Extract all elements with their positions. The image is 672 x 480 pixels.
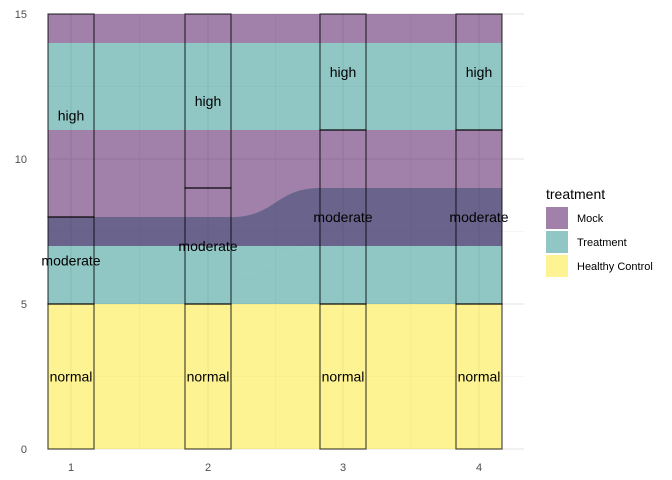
flow-segment-mock (456, 130, 502, 188)
flow-segment-mock (456, 14, 502, 43)
flow-segment-mock (185, 130, 231, 217)
flow-segment-treatment (185, 43, 231, 130)
stratum-label-moderate: moderate (41, 253, 100, 269)
flow-segment-mock (48, 130, 94, 217)
flow-segment-mock (320, 130, 366, 188)
flow-ribbon-healthy-control (94, 304, 185, 449)
axes: 0 5 10 15 1 2 3 4 (15, 9, 482, 474)
flow-ribbon-treatment (366, 43, 456, 130)
flow-ribbon-mock (231, 188, 320, 246)
legend-title: treatment (546, 186, 605, 202)
stratum-label-high: high (330, 64, 356, 80)
flow-segment-mock (320, 188, 366, 246)
y-tick-label: 15 (15, 9, 27, 21)
flow-segment-mock (48, 14, 94, 43)
flow-ribbon-treatment (231, 43, 320, 130)
stratum-box-high (455, 13, 503, 131)
legend-key-treatment (546, 231, 568, 253)
flow-ribbon-mock (366, 130, 456, 188)
flow-ribbon-treatment (366, 246, 456, 304)
flow-segment-treatment (48, 275, 94, 304)
flow-segment-healthy-control (320, 304, 366, 449)
stratum-label-normal: normal (458, 369, 501, 385)
stratum-label-normal: normal (322, 369, 365, 385)
stratum-label-normal: normal (187, 369, 230, 385)
flow-ribbon-treatment (94, 275, 185, 304)
stratum-box-high (319, 13, 367, 131)
flow-ribbon-treatment (94, 43, 185, 130)
x-tick-label: 4 (476, 462, 482, 474)
stratum-label-normal: normal (50, 369, 93, 385)
flow-ribbon-mock (94, 130, 185, 217)
legend: treatment Mock Treatment Healthy Control (546, 186, 653, 277)
stratum-label-moderate: moderate (178, 238, 237, 254)
flow-segment-mock (185, 217, 231, 246)
flow-segment-treatment (185, 275, 231, 304)
stratum-label-high: high (195, 93, 221, 109)
legend-label-mock: Mock (577, 213, 604, 225)
strata-layer (47, 13, 503, 450)
flow-segment-mock (48, 217, 94, 246)
stratum-box-high (184, 13, 232, 189)
flow-ribbon-healthy-control (231, 304, 320, 449)
x-tick-label: 1 (68, 462, 74, 474)
flow-ribbon-mock (366, 188, 456, 246)
legend-label-healthy-control: Healthy Control (577, 261, 653, 273)
legend-key-mock (546, 207, 568, 229)
flow-segment-healthy-control (456, 304, 502, 449)
flow-ribbon-mock (94, 217, 185, 246)
flow-segment-treatment (456, 43, 502, 130)
flow-segment-treatment (48, 43, 94, 130)
flow-segment-healthy-control (48, 304, 94, 449)
y-tick-label: 10 (15, 154, 27, 166)
flows-layer (48, 14, 502, 449)
flow-ribbon-mock (231, 14, 320, 43)
stratum-label-high: high (466, 64, 492, 80)
legend-key-healthy-control (546, 255, 568, 277)
legend-label-treatment: Treatment (577, 237, 627, 249)
flow-ribbon-treatment (231, 246, 320, 304)
flow-ribbon-mock (366, 14, 456, 43)
flow-segment-mock (320, 14, 366, 43)
flow-ribbon-healthy-control (366, 304, 456, 449)
flow-ribbon-mock (94, 14, 185, 43)
flow-segment-treatment (320, 43, 366, 130)
flow-segment-mock (185, 14, 231, 43)
stratum-label-moderate: moderate (313, 209, 372, 225)
stratum-label-moderate: moderate (449, 209, 508, 225)
flow-segment-mock (456, 188, 502, 246)
x-tick-label: 3 (340, 462, 346, 474)
flow-segment-treatment (456, 246, 502, 304)
stratum-labels: normal moderate high normal moderate high norm… (41, 64, 508, 385)
x-tick-label: 2 (205, 462, 211, 474)
y-tick-label: 0 (21, 444, 27, 456)
y-tick-label: 5 (21, 299, 27, 311)
flow-segment-treatment (320, 246, 366, 304)
stratum-box-high (47, 13, 95, 218)
flow-segment-healthy-control (185, 304, 231, 449)
stratum-label-high: high (58, 108, 84, 124)
flow-ribbon-mock (231, 130, 320, 217)
